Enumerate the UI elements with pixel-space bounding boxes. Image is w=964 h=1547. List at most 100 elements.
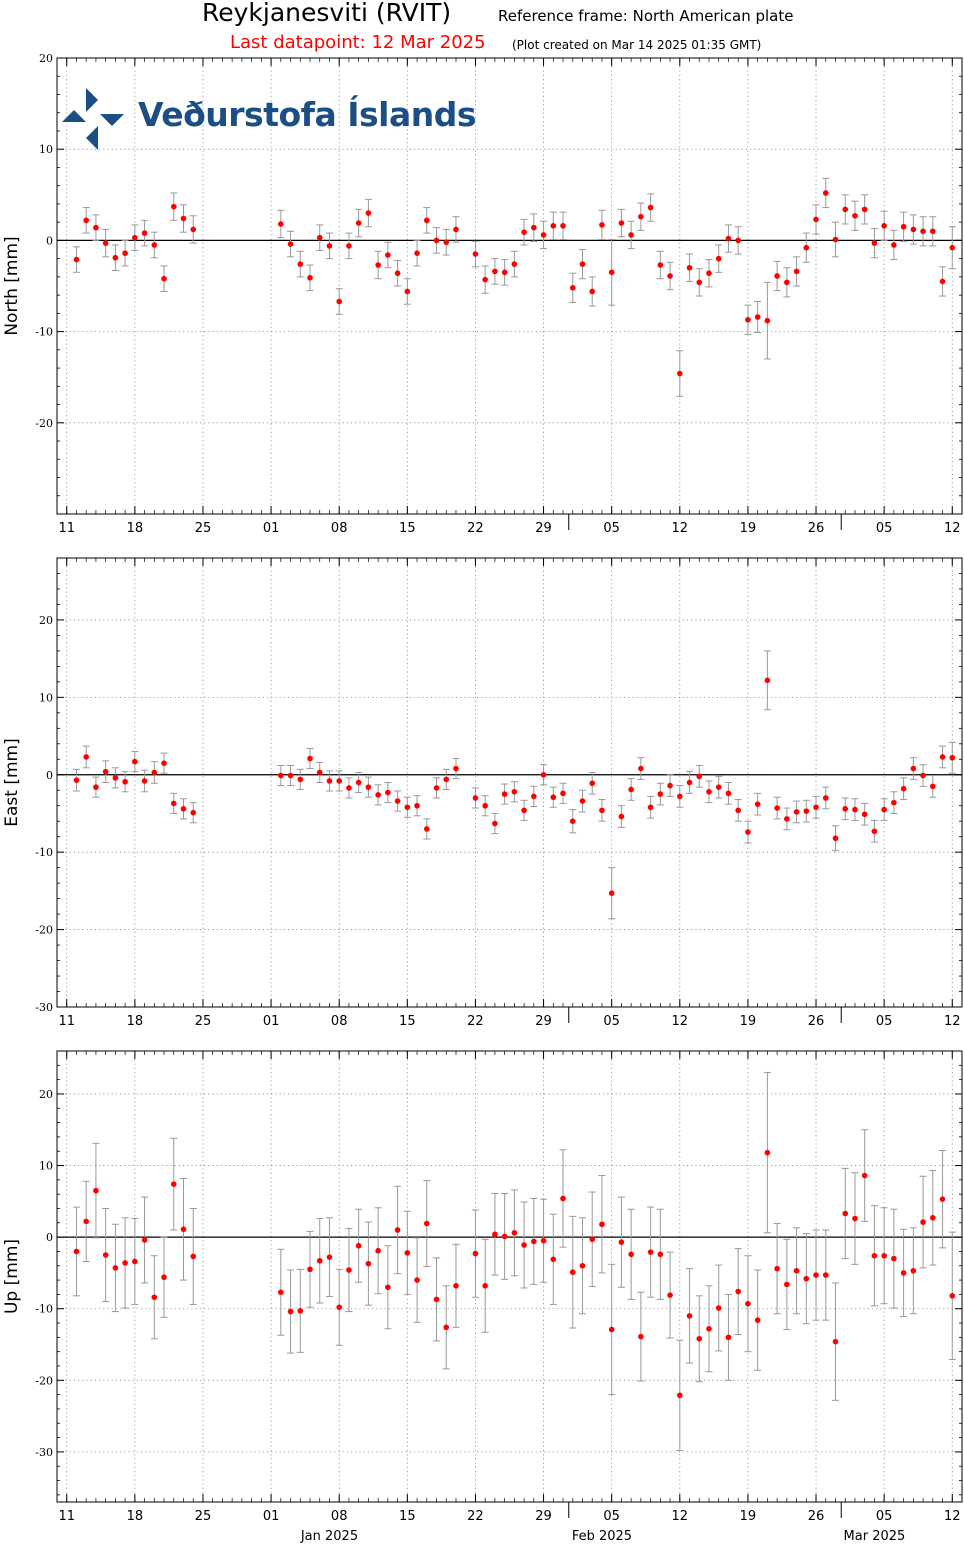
north-data-point xyxy=(501,269,508,276)
north-data-point xyxy=(822,190,829,196)
east-data-point xyxy=(852,806,858,813)
north-x-tick-label: 05 xyxy=(603,521,620,536)
north-data-point xyxy=(881,223,887,229)
last-datapoint-label: Last datapoint: 12 Mar 2025 xyxy=(230,32,486,53)
north-data-point xyxy=(278,221,284,227)
north-data-point xyxy=(618,220,625,226)
north-data-point xyxy=(861,206,868,213)
up-data-point xyxy=(949,1293,956,1299)
east-data-point xyxy=(385,789,391,796)
north-data-point xyxy=(764,317,771,324)
up-data-point xyxy=(278,1289,284,1296)
up-x-tick-label: 12 xyxy=(672,1509,689,1524)
month-label: Mar 2025 xyxy=(844,1529,906,1543)
up-y-tick-label: -10 xyxy=(35,1303,53,1316)
north-data-point xyxy=(414,250,420,256)
logo-text: Veðurstofa Íslands xyxy=(138,95,477,134)
east-x-tick-label: 15 xyxy=(399,1014,416,1029)
north-x-tick-label: 12 xyxy=(672,521,689,536)
north-data-point xyxy=(141,230,148,236)
east-data-point xyxy=(754,801,761,807)
up-x-tick-label: 19 xyxy=(740,1509,757,1524)
up-data-point xyxy=(307,1266,313,1273)
east-data-point xyxy=(686,779,693,786)
east-data-point xyxy=(404,804,411,811)
up-data-point xyxy=(842,1210,849,1217)
north-data-point xyxy=(550,223,557,229)
north-x-tick-label: 05 xyxy=(876,521,893,536)
east-data-point xyxy=(83,754,89,760)
east-data-point xyxy=(774,805,780,811)
east-y-axis-label: East [mm] xyxy=(2,738,22,826)
east-data-point xyxy=(423,826,430,832)
north-x-tick-label: 18 xyxy=(127,521,144,536)
east-data-point xyxy=(550,794,557,801)
north-data-point xyxy=(696,279,703,286)
east-data-point xyxy=(920,772,926,779)
east-data-point xyxy=(657,791,664,797)
north-data-point xyxy=(180,215,187,222)
east-data-point xyxy=(394,798,401,804)
north-data-point xyxy=(949,244,956,251)
east-data-point xyxy=(881,806,887,813)
north-data-point xyxy=(930,228,936,235)
north-data-point xyxy=(667,273,673,279)
north-x-tick-label: 11 xyxy=(58,521,75,536)
up-data-point xyxy=(647,1249,654,1255)
up-data-point xyxy=(394,1227,401,1233)
up-data-point xyxy=(745,1300,751,1307)
north-data-point xyxy=(589,288,596,295)
up-data-point xyxy=(151,1294,158,1301)
north-x-tick-label: 25 xyxy=(195,521,212,536)
east-data-point xyxy=(628,786,634,793)
up-y-tick-label: 0 xyxy=(46,1231,53,1244)
east-data-point xyxy=(472,795,479,801)
east-data-point xyxy=(151,769,158,776)
east-x-tick-label: 05 xyxy=(603,1014,620,1029)
up-data-point xyxy=(599,1221,605,1228)
north-x-tick-label: 26 xyxy=(808,521,825,536)
up-data-point xyxy=(764,1149,771,1156)
east-data-point xyxy=(715,784,722,790)
up-data-point xyxy=(628,1251,634,1258)
up-data-point xyxy=(579,1262,586,1269)
north-x-tick-label: 15 xyxy=(399,521,416,536)
north-data-point xyxy=(404,288,411,295)
east-data-point xyxy=(102,768,109,775)
north-data-point xyxy=(579,261,586,267)
east-data-point xyxy=(618,813,625,820)
north-x-tick-label: 19 xyxy=(740,521,757,536)
north-data-point xyxy=(112,254,119,261)
north-data-point xyxy=(132,234,138,241)
up-x-tick-label: 26 xyxy=(808,1509,825,1524)
east-data-point xyxy=(676,793,683,800)
east-x-tick-label: 11 xyxy=(58,1014,75,1029)
north-data-point xyxy=(326,243,333,249)
north-data-point xyxy=(355,220,362,226)
east-data-point xyxy=(793,809,800,815)
north-data-point xyxy=(297,261,304,267)
up-data-point xyxy=(881,1252,887,1259)
north-data-point xyxy=(686,264,693,271)
up-data-point xyxy=(316,1257,323,1264)
up-data-point xyxy=(686,1313,693,1319)
up-data-point xyxy=(793,1267,800,1274)
east-data-point xyxy=(453,765,459,772)
east-data-point xyxy=(939,754,946,760)
up-data-point xyxy=(326,1254,333,1260)
north-data-point xyxy=(735,237,741,244)
north-data-point xyxy=(560,223,566,229)
north-data-point xyxy=(453,226,459,233)
east-x-tick-label: 25 xyxy=(195,1014,212,1029)
up-x-tick-label: 15 xyxy=(399,1509,416,1524)
north-x-tick-label: 29 xyxy=(535,521,552,536)
east-data-point xyxy=(813,804,819,811)
reference-frame-label: Reference frame: North American plate xyxy=(498,7,794,25)
east-x-tick-label: 22 xyxy=(467,1014,484,1029)
up-y-tick-label: -30 xyxy=(35,1446,53,1459)
up-data-point xyxy=(346,1267,352,1273)
north-data-point xyxy=(803,244,810,251)
east-data-point xyxy=(745,829,751,835)
north-data-point xyxy=(832,236,839,243)
up-data-point xyxy=(676,1392,683,1399)
